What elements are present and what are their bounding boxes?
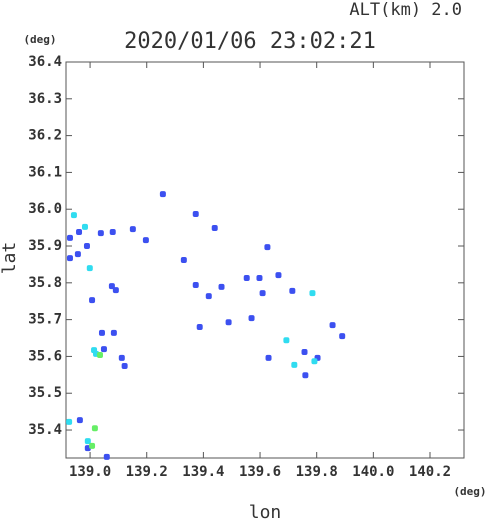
radar-echo <box>192 282 199 289</box>
radar-echo <box>339 333 346 340</box>
radar-echo <box>89 442 96 449</box>
radar-echo <box>256 275 263 282</box>
radar-echo <box>243 275 250 282</box>
y-unit: (deg) <box>23 33 56 46</box>
radar-echo <box>302 372 309 379</box>
radar-echo <box>91 425 98 432</box>
x-tick-label: 140.2 <box>409 464 451 480</box>
radar-echo <box>275 272 282 279</box>
radar-echo <box>66 255 73 262</box>
radar-echo <box>192 210 199 217</box>
radar-echo <box>110 329 117 336</box>
radar-echo <box>112 287 119 294</box>
radar-echo <box>76 417 83 424</box>
radar-echo <box>108 283 115 290</box>
y-tick-label: 35.7 <box>28 312 62 328</box>
plot-frame <box>65 61 465 459</box>
radar-echo <box>159 191 166 198</box>
radar-echo <box>66 234 73 241</box>
radar-echo <box>91 347 98 354</box>
radar-echo <box>103 453 110 460</box>
x-tick-label: 139.2 <box>126 464 168 480</box>
radar-echo <box>291 361 298 368</box>
y-tick-label: 35.6 <box>28 348 62 364</box>
x-axis-label: lon <box>249 502 282 521</box>
radar-echo <box>142 237 149 244</box>
radar-echo <box>97 230 104 237</box>
radar-echo <box>70 212 77 219</box>
chart-title: 2020/01/06 23:02:21 <box>124 29 376 54</box>
y-tick-label: 35.5 <box>28 385 62 401</box>
radar-echo <box>121 362 128 369</box>
radar-echo <box>83 243 90 250</box>
radar-echo <box>81 223 88 230</box>
radar-echo <box>129 226 136 233</box>
radar-echo <box>180 257 187 263</box>
x-unit: (deg) <box>453 485 486 498</box>
radar-echo <box>259 290 266 297</box>
radar-echo <box>66 418 73 425</box>
radar-echo <box>205 293 212 300</box>
radar-echo <box>196 323 203 330</box>
radar-echo <box>301 349 308 356</box>
radar-echo <box>118 354 125 361</box>
y-tick-label: 35.4 <box>28 422 62 438</box>
radar-echo <box>74 251 81 258</box>
radar-echo <box>248 315 255 322</box>
radar-echo <box>264 244 271 251</box>
radar-echo <box>283 337 290 344</box>
y-tick-label: 36.1 <box>28 164 62 180</box>
radar-echo <box>329 322 336 329</box>
radar-echo <box>96 351 103 358</box>
y-axis-label: lat <box>0 242 20 275</box>
y-tick-label: 36.0 <box>28 201 62 217</box>
y-tick-label: 35.9 <box>28 238 62 254</box>
altitude-label: ALT(km) 2.0 <box>349 0 462 20</box>
radar-echo <box>289 287 296 294</box>
y-tick-label: 35.8 <box>28 275 62 291</box>
x-tick-label: 139.8 <box>296 464 338 480</box>
x-tick-label: 139.6 <box>239 464 281 480</box>
radar-echo <box>225 319 232 326</box>
radar-echo <box>98 329 105 336</box>
radar-echo <box>265 354 272 361</box>
x-tick-label: 139.4 <box>182 464 224 480</box>
radar-echo <box>76 229 83 236</box>
y-tick-label: 36.3 <box>28 91 62 107</box>
radar-echo <box>311 358 318 365</box>
y-tick-label: 36.4 <box>28 54 62 70</box>
x-tick-label: 140.0 <box>352 464 394 480</box>
radar-echo <box>109 229 116 236</box>
x-tick-label: 139.0 <box>69 464 111 480</box>
radar-echo <box>84 438 91 445</box>
radar-echo <box>86 265 93 272</box>
radar-echo <box>89 297 96 304</box>
y-tick-label: 36.2 <box>28 128 62 144</box>
radar-echo <box>100 346 107 353</box>
radar-echo <box>309 290 316 297</box>
radar-echo <box>218 283 225 290</box>
radar-echo <box>211 224 218 231</box>
